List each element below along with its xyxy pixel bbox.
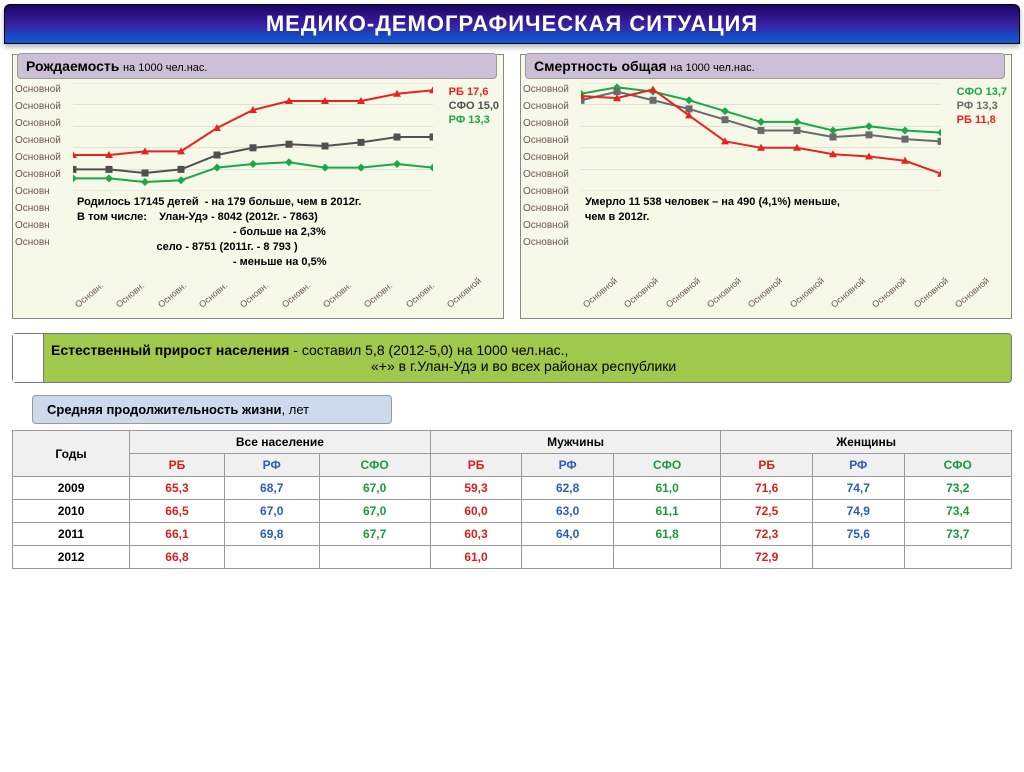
birth-chart: Рождаемость на 1000 чел.нас.ОсновнойОсно… <box>12 54 504 319</box>
y-axis-labels: ОсновнойОсновнойОсновнойОсновнойОсновной… <box>523 81 569 251</box>
growth-line2: «+» в г.Улан-Удэ и во всех районах респу… <box>371 358 676 374</box>
chart-end-labels: РБ 17,6СФО 15,0РФ 13,3 <box>449 85 499 127</box>
chart-end-labels: СФО 13,7РФ 13,3РБ 11,8 <box>957 85 1007 127</box>
life-header: Средняя продолжительность жизни, лет <box>32 395 392 424</box>
y-axis-labels: ОсновнойОсновнойОсновнойОсновнойОсновной… <box>15 81 61 251</box>
chart-header: Рождаемость на 1000 чел.нас. <box>17 53 497 79</box>
life-expectancy-table: ГодыВсе населениеМужчиныЖенщиныРБРФСФОРБ… <box>12 430 1012 569</box>
x-axis-labels: Основн.Основн.Основн.Основн.Основн.Основ… <box>73 302 455 312</box>
chart-plot <box>581 83 941 191</box>
chart-caption: Родилось 17145 детей - на 179 больше, че… <box>77 195 493 270</box>
death-chart: Смертность общая на 1000 чел.нас.Основно… <box>520 54 1012 319</box>
table-row: 201066,567,067,060,063,061,172,574,973,4 <box>13 500 1012 523</box>
page-title: МЕДИКО-ДЕМОГРАФИЧЕСКАЯ СИТУАЦИЯ <box>4 4 1020 44</box>
chart-caption: Умерло 11 538 человек – на 490 (4,1%) ме… <box>585 195 1001 225</box>
table-row: 201266,861,072,9 <box>13 546 1012 569</box>
life-header-small: , лет <box>282 402 310 417</box>
table-row: 200965,368,767,059,362,861,071,674,773,2 <box>13 477 1012 500</box>
x-axis-labels: ОсновнойОсновнойОсновнойОсновнойОсновной… <box>581 302 963 312</box>
life-header-bold: Средняя продолжительность жизни <box>47 402 282 417</box>
table-row: 201166,169,867,760,364,061,872,375,673,7 <box>13 523 1012 546</box>
content: Рождаемость на 1000 чел.нас.ОсновнойОсно… <box>0 48 1024 575</box>
chart-header: Смертность общая на 1000 чел.нас. <box>525 53 1005 79</box>
growth-bold: Естественный прирост населения <box>51 342 289 358</box>
growth-info: Естественный прирост населения - состави… <box>12 333 1012 383</box>
chart-plot <box>73 83 433 191</box>
charts-row: Рождаемость на 1000 чел.нас.ОсновнойОсно… <box>12 54 1012 319</box>
growth-rest: - составил 5,8 (2012-5,0) на 1000 чел.на… <box>289 342 568 358</box>
